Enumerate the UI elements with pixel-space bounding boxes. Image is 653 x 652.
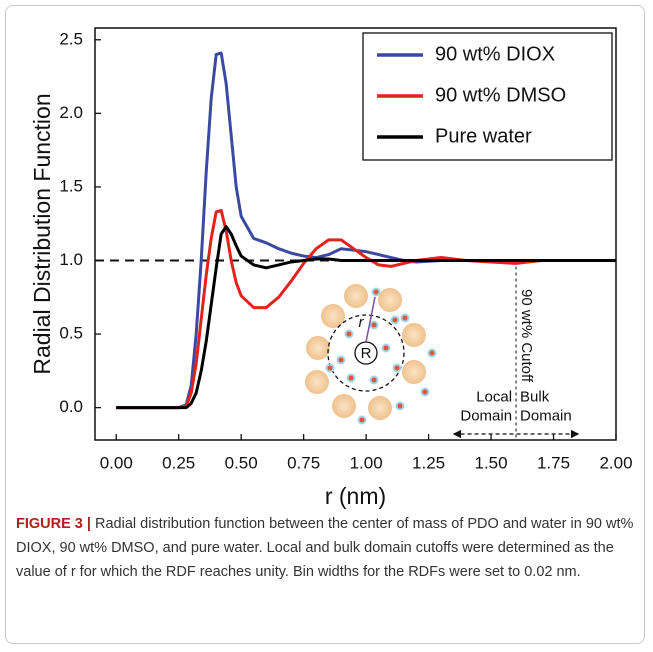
y-tick-label: 0.5 — [59, 324, 83, 343]
caption-label: FIGURE 3 | — [16, 516, 91, 532]
x-tick-label: 0.75 — [287, 453, 320, 472]
inset-label: R — [361, 345, 372, 362]
series-line — [116, 225, 616, 410]
bulk-label: Domain — [520, 407, 572, 424]
x-tick-label: 0.25 — [162, 453, 195, 472]
x-tick-label: 1.25 — [412, 453, 445, 472]
legend-label: Pure water — [435, 125, 532, 147]
x-tick-label: 0.00 — [100, 453, 133, 472]
x-tick-label: 1.75 — [537, 453, 570, 472]
x-tick-label: 2.00 — [599, 453, 632, 472]
y-tick-label: 2.0 — [59, 103, 83, 122]
caption-text: Radial distribution function between the… — [16, 516, 634, 580]
legend-label: 90 wt% DIOX — [435, 43, 555, 65]
x-tick-label: 0.50 — [225, 453, 258, 472]
y-tick-label: 2.5 — [59, 29, 83, 48]
y-axis-label: Radial Distribution Function — [29, 93, 55, 374]
y-tick-label: 0.0 — [59, 397, 83, 416]
figure-frame — [5, 5, 645, 644]
legend-label: 90 wt% DMSO — [435, 84, 566, 106]
y-tick-label: 1.5 — [59, 176, 83, 195]
cutoff-label: 90 wt% Cutoff — [518, 289, 535, 383]
local-label: Local — [476, 388, 512, 405]
x-tick-label: 1.00 — [350, 453, 383, 472]
local-label: Domain — [460, 407, 512, 424]
x-tick-label: 1.50 — [475, 453, 508, 472]
plot-frame — [94, 27, 617, 441]
inset-label: r — [359, 314, 365, 331]
caption: FIGURE 3 | Radial distribution function … — [16, 512, 636, 584]
x-axis-label: r (nm) — [325, 483, 386, 509]
inset-diagram: R r — [305, 284, 437, 425]
chart: 0.0 0.5 1.0 1.5 2.0 2.5 0.00 0.25 0.50 0.75 1.00 1.… — [29, 27, 633, 509]
y-tick-label: 1.0 — [59, 250, 83, 269]
bulk-label: Bulk — [520, 388, 550, 405]
